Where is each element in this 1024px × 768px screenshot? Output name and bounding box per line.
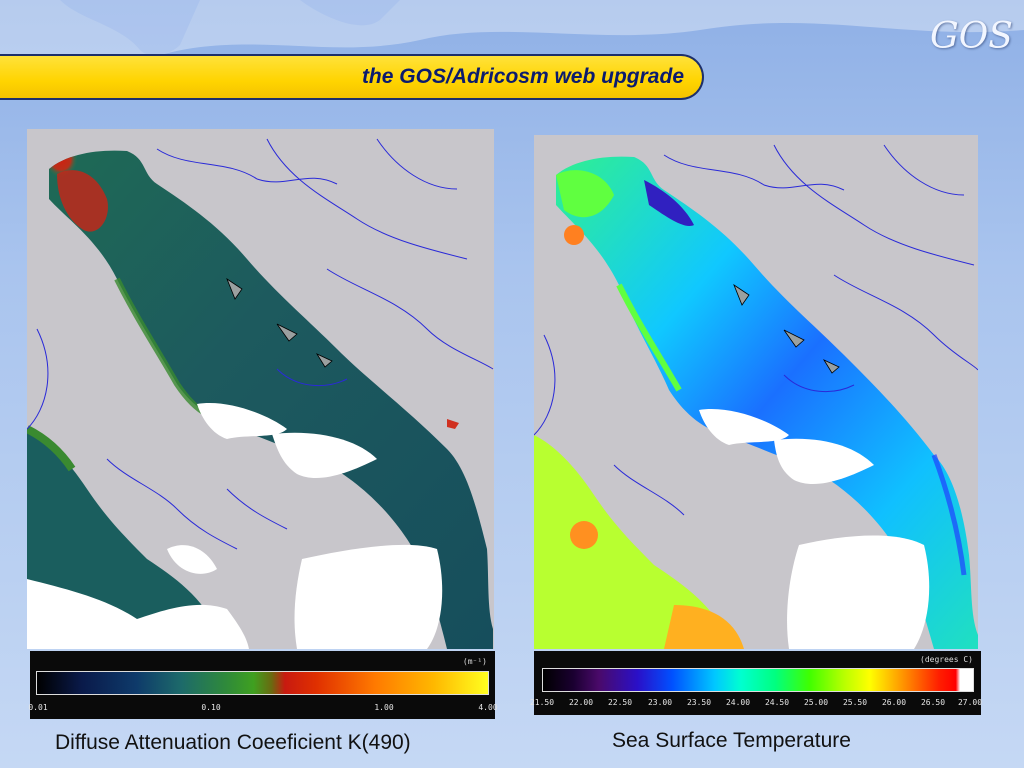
- colorbar-tick: 1.00: [374, 703, 394, 712]
- cloud: [197, 403, 287, 439]
- colorbar-unit: (degrees C): [920, 655, 973, 664]
- colorbar-gradient: [542, 668, 974, 692]
- cloud: [294, 544, 443, 649]
- sst-colorbar: (degrees C) 21.50 22.00 22.50 23.00 23.5…: [530, 651, 983, 715]
- colorbar-tick: 0.10: [201, 703, 221, 712]
- cloud: [272, 432, 377, 479]
- colorbar-tick: 4.00: [478, 703, 498, 712]
- colorbar-unit: (m⁻¹): [462, 657, 487, 666]
- colorbar-tick: 21.50: [529, 698, 555, 707]
- k490-map: [27, 129, 494, 649]
- k490-colorbar: (m⁻¹) 0.01 0.10 1.00 4.00: [28, 651, 498, 719]
- colorbar-tick: 0.01: [28, 703, 48, 712]
- colorbar-tick: 25.50: [842, 698, 868, 707]
- colorbar-tick: 27.00: [957, 698, 983, 707]
- colorbar-tick: 26.50: [920, 698, 946, 707]
- page-title: the GOS/Adricosm web upgrade: [361, 65, 684, 88]
- cloud: [699, 409, 789, 445]
- cloud: [167, 545, 217, 574]
- cloud: [27, 579, 249, 649]
- cloud: [787, 535, 930, 649]
- colorbar-tick: 26.00: [881, 698, 907, 707]
- colorbar-tick: 24.50: [764, 698, 790, 707]
- adriatic-sea: [556, 156, 978, 649]
- gos-logo: GOS: [930, 16, 1013, 57]
- title-banner: the GOS/Adricosm web upgrade: [0, 54, 704, 100]
- colorbar-gradient: [36, 671, 489, 695]
- colorbar-tick: 25.00: [803, 698, 829, 707]
- colorbar-tick: 22.00: [568, 698, 594, 707]
- sst-map: [534, 135, 978, 649]
- adriatic-sea: [49, 150, 493, 649]
- tyrrhenian-sea: [534, 435, 734, 649]
- colorbar-tick: 23.00: [647, 698, 673, 707]
- sst-caption: Sea Surface Temperature: [612, 729, 851, 752]
- colorbar-tick: 23.50: [686, 698, 712, 707]
- background-map-decoration: [0, 0, 1024, 70]
- cloud: [774, 438, 874, 485]
- colorbar-tick: 22.50: [607, 698, 633, 707]
- colorbar-tick: 24.00: [725, 698, 751, 707]
- k490-caption: Diffuse Attenuation Coeeficient K(490): [55, 731, 411, 754]
